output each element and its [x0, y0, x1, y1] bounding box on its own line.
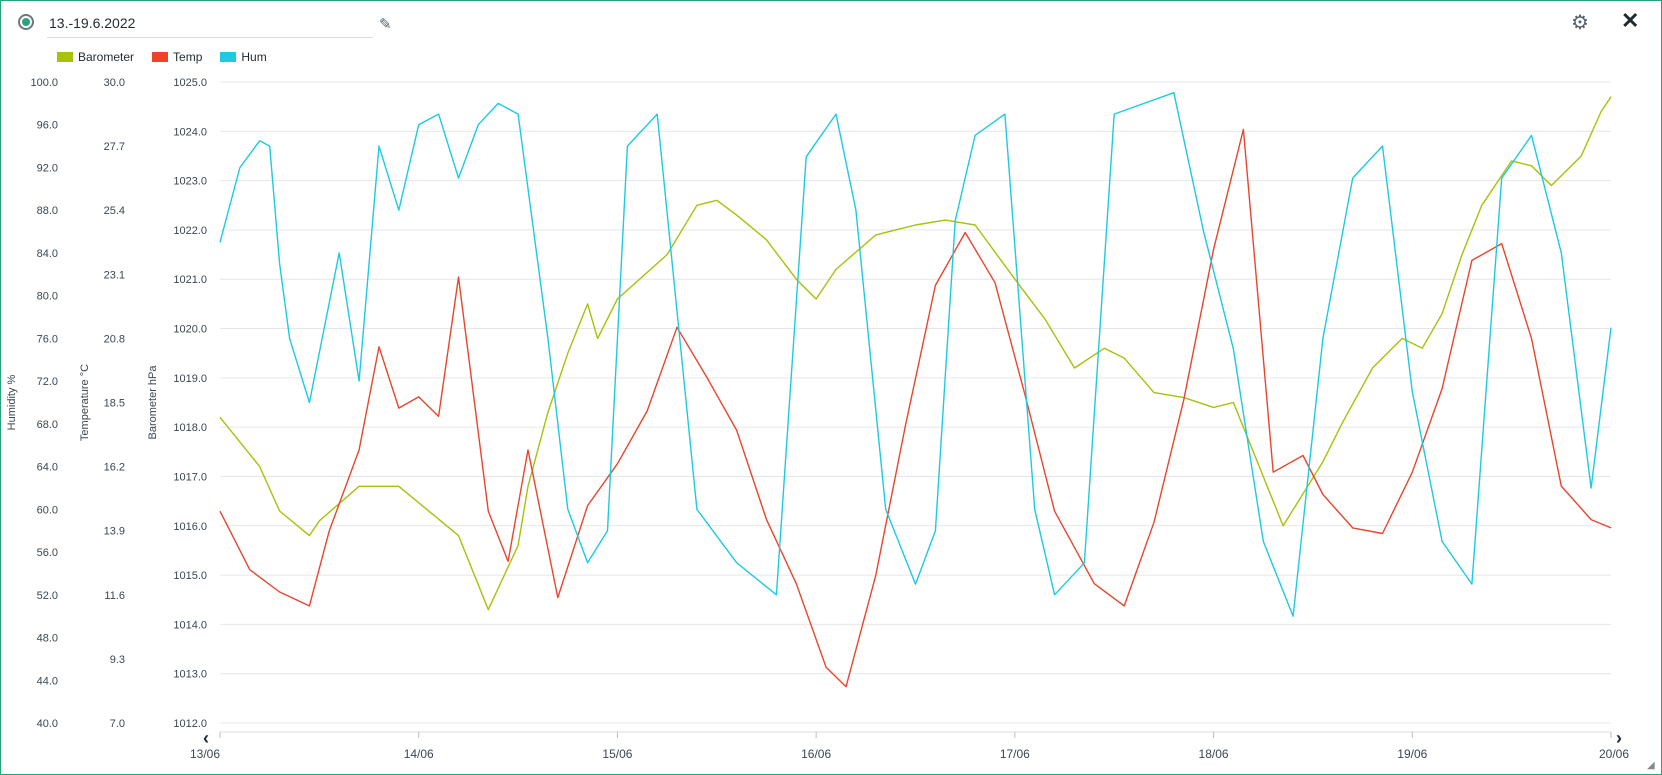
- humidity-tick-label: 84.0: [37, 248, 58, 260]
- humidity-tick-label: 88.0: [37, 205, 58, 217]
- x-tick-label: 18/06: [1199, 747, 1229, 761]
- humidity-tick-label: 72.0: [37, 376, 58, 388]
- barometer-tick-label: 1025.0: [173, 77, 207, 89]
- humidity-axis-title: Humidity %: [6, 374, 18, 430]
- legend-label: Barometer: [78, 50, 135, 64]
- legend-label: Hum: [241, 50, 267, 64]
- radio-selected-icon[interactable]: [18, 14, 34, 30]
- temperature-tick-label: 20.8: [104, 333, 125, 345]
- page-title: 13.-19.6.2022: [49, 15, 136, 31]
- legend-item-barometer[interactable]: Barometer: [57, 49, 134, 65]
- barometer-tick-label: 1013.0: [173, 669, 207, 681]
- temperature-tick-label: 18.5: [104, 398, 125, 410]
- x-tick-label: 19/06: [1397, 747, 1427, 761]
- legend: Barometer Temp Hum: [57, 49, 267, 65]
- x-tick-label: 13/06: [190, 747, 220, 761]
- temperature-tick-label: 13.9: [104, 526, 125, 538]
- barometer-tick-label: 1018.0: [173, 422, 207, 434]
- barometer-tick-label: 1012.0: [173, 718, 207, 730]
- gear-icon[interactable]: ⚙: [1571, 12, 1589, 34]
- barometer-tick-label: 1016.0: [173, 521, 207, 533]
- temperature-tick-label: 25.4: [104, 205, 125, 217]
- temperature-tick-label: 27.7: [104, 141, 125, 153]
- humidity-tick-label: 100.0: [30, 77, 58, 89]
- barometer-axis-title: Barometer hPa: [147, 365, 159, 440]
- temperature-tick-label: 9.3: [110, 654, 125, 666]
- humidity-tick-label: 76.0: [37, 333, 58, 345]
- temperature-tick-label: 30.0: [104, 77, 125, 89]
- barometer-tick-label: 1024.0: [173, 126, 207, 138]
- chevron-left-icon[interactable]: ‹: [203, 728, 209, 748]
- title-field[interactable]: 13.-19.6.2022: [47, 11, 373, 38]
- humidity-tick-label: 48.0: [37, 633, 58, 645]
- legend-swatch: [220, 52, 237, 62]
- humidity-tick-label: 56.0: [37, 547, 58, 559]
- temperature-tick-label: 7.0: [110, 718, 125, 730]
- temperature-tick-label: 23.1: [104, 269, 125, 281]
- barometer-tick-label: 1020.0: [173, 324, 207, 336]
- barometer-tick-label: 1023.0: [173, 176, 207, 188]
- barometer-tick-label: 1017.0: [173, 471, 207, 483]
- legend-item-hum[interactable]: Hum: [220, 49, 267, 65]
- x-tick-label: 14/06: [404, 747, 434, 761]
- x-tick-label: 15/06: [602, 747, 632, 761]
- humidity-tick-label: 68.0: [37, 419, 58, 431]
- humidity-tick-label: 40.0: [37, 718, 58, 730]
- temperature-axis-title: Temperature °C: [79, 364, 91, 441]
- barometer-tick-label: 1014.0: [173, 619, 207, 631]
- humidity-tick-label: 92.0: [37, 162, 58, 174]
- humidity-tick-label: 80.0: [37, 291, 58, 303]
- humidity-tick-label: 52.0: [37, 590, 58, 602]
- barometer-tick-label: 1019.0: [173, 373, 207, 385]
- x-tick-label: 20/06: [1599, 747, 1629, 761]
- humidity-tick-label: 96.0: [37, 120, 58, 132]
- legend-swatch: [57, 52, 73, 62]
- resize-handle-icon[interactable]: ◢: [1647, 760, 1655, 771]
- temperature-tick-label: 11.6: [104, 590, 125, 602]
- humidity-tick-label: 44.0: [37, 675, 58, 687]
- humidity-tick-label: 60.0: [37, 504, 58, 516]
- legend-label: Temp: [173, 50, 203, 64]
- humidity-tick-label: 64.0: [37, 462, 58, 474]
- close-icon[interactable]: ✕: [1621, 8, 1640, 33]
- series-line-temp: [219, 128, 1612, 688]
- barometer-tick-label: 1015.0: [173, 570, 207, 582]
- header: 13.-19.6.2022 ✎ ⚙ ✕: [1, 1, 1661, 45]
- legend-swatch: [152, 52, 169, 62]
- x-tick-label: 16/06: [801, 747, 831, 761]
- series-line-hum: [219, 91, 1612, 617]
- temperature-tick-label: 16.2: [104, 462, 125, 474]
- pencil-icon[interactable]: ✎: [379, 16, 392, 33]
- x-tick-label: 17/06: [1000, 747, 1030, 761]
- series-line-barometer: [219, 96, 1612, 611]
- barometer-tick-label: 1022.0: [173, 225, 207, 237]
- barometer-tick-label: 1021.0: [173, 274, 207, 286]
- chevron-right-icon[interactable]: ›: [1616, 728, 1622, 748]
- legend-item-temp[interactable]: Temp: [152, 49, 202, 65]
